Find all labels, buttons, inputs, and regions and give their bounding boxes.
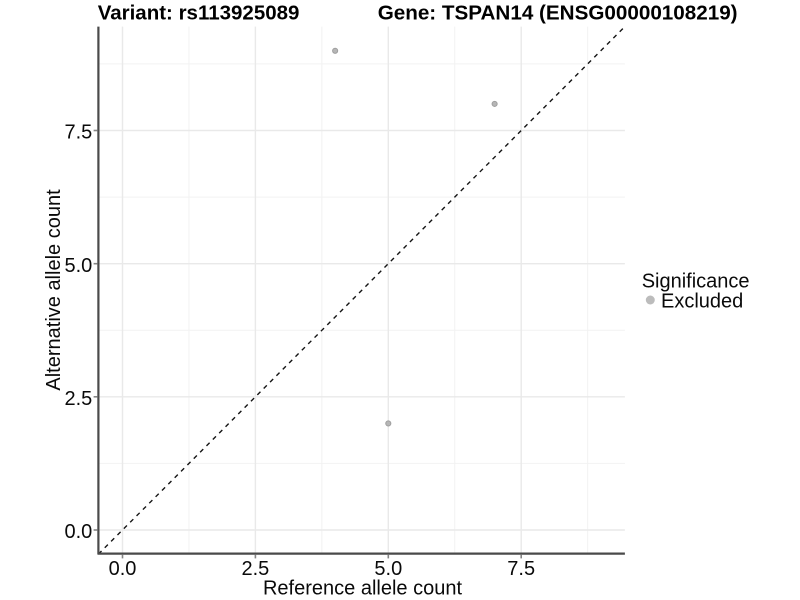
svg-text:Variant: rs113925089: Variant: rs113925089 (98, 1, 300, 24)
svg-text:7.5: 7.5 (507, 558, 535, 580)
svg-text:0.0: 0.0 (64, 521, 92, 543)
svg-text:Gene: TSPAN14 (ENSG00000108219: Gene: TSPAN14 (ENSG00000108219) (378, 1, 738, 24)
svg-text:5.0: 5.0 (374, 558, 402, 580)
svg-text:2.5: 2.5 (241, 558, 269, 580)
svg-text:7.5: 7.5 (64, 122, 92, 144)
svg-text:0.0: 0.0 (109, 558, 137, 580)
svg-text:Excluded: Excluded (661, 290, 743, 312)
svg-text:Significance: Significance (642, 271, 750, 293)
svg-text:2.5: 2.5 (64, 388, 92, 410)
svg-text:5.0: 5.0 (64, 255, 92, 277)
svg-text:Alternative allele count: Alternative allele count (43, 189, 65, 391)
svg-text:Reference allele count: Reference allele count (263, 578, 462, 600)
